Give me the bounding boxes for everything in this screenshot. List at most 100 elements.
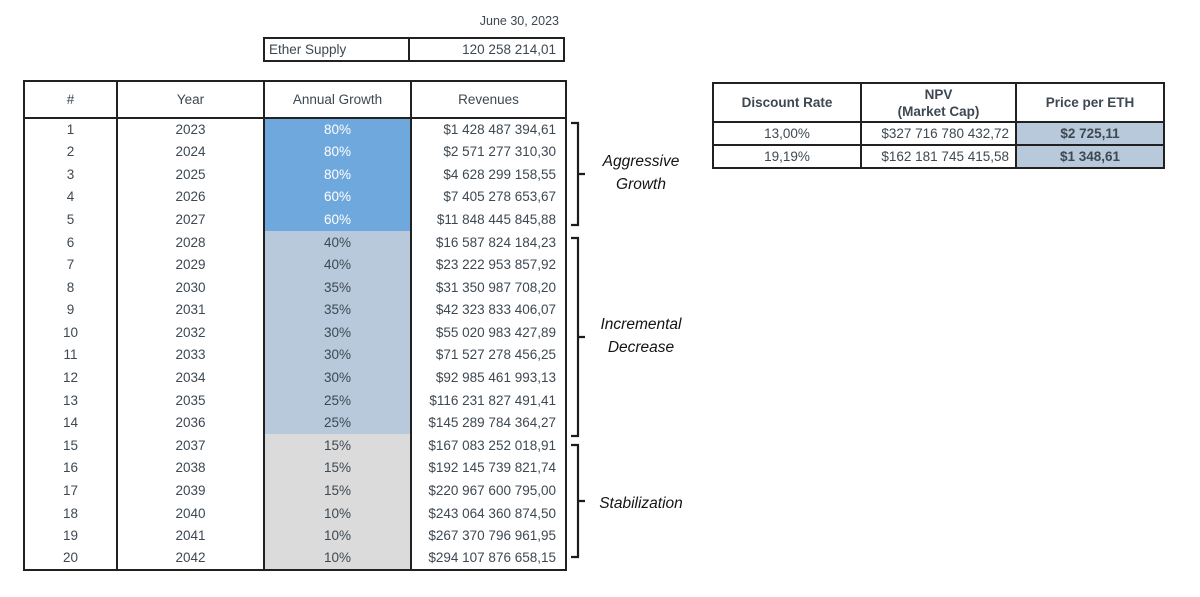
year-cell[interactable]: 2025 <box>116 163 264 186</box>
npv-table-body: 13,00% $327 716 780 432,72 $2 725,11 19,19%… <box>712 121 1165 169</box>
discount-rate-cell[interactable]: 19,19% <box>712 144 862 169</box>
year-cell[interactable]: 2033 <box>116 343 264 367</box>
npv-header-cell-0[interactable]: Discount Rate <box>712 82 862 123</box>
revenue-cell[interactable]: $1 428 487 394,61 <box>410 118 566 141</box>
npv-market-cap-cell[interactable]: $162 181 745 415,58 <box>860 144 1017 169</box>
year-cell[interactable]: 2032 <box>116 321 264 344</box>
ether-supply-label-cell[interactable]: Ether Supply <box>265 39 410 60</box>
row-number-cell[interactable]: 9 <box>66 302 75 318</box>
year-cell[interactable]: 2030 <box>116 276 264 299</box>
row-number-cell[interactable]: 17 <box>62 483 79 499</box>
annual-growth-cell[interactable]: 30% <box>263 321 411 344</box>
row-number-cell[interactable]: 20 <box>62 550 79 566</box>
revenue-cell[interactable]: $4 628 299 158,55 <box>410 163 566 186</box>
row-number-cell[interactable]: 12 <box>62 370 79 386</box>
annual-growth-cell[interactable]: 10% <box>263 524 411 548</box>
revenue-cell[interactable]: $16 587 824 184,23 <box>410 230 566 254</box>
annual-growth-cell[interactable]: 25% <box>263 411 411 435</box>
row-number-cell[interactable]: 1 <box>66 122 75 138</box>
row-number-cell[interactable]: 16 <box>62 460 79 476</box>
revenue-table-body: 1 2023 80% $1 428 487 394,61 2 2024 80% $2 571 … <box>24 118 566 570</box>
annual-growth-cell[interactable]: 40% <box>263 230 411 254</box>
row-number-cell[interactable]: 2 <box>66 144 75 160</box>
year-cell[interactable]: 2031 <box>116 298 264 322</box>
aggressive-growth-bracket <box>571 121 585 227</box>
row-number-cell[interactable]: 5 <box>66 211 75 227</box>
annual-growth-cell[interactable]: 80% <box>263 140 411 164</box>
ether-supply-value-cell[interactable]: 120 258 214,01 <box>462 42 556 57</box>
year-cell[interactable]: 2024 <box>116 140 264 164</box>
row-number-cell[interactable]: 7 <box>66 257 75 273</box>
npv-market-cap-cell[interactable]: $327 716 780 432,72 <box>860 121 1017 146</box>
revenue-cell[interactable]: $92 985 461 993,13 <box>410 366 566 390</box>
revenue-header-cell-2[interactable]: Annual Growth <box>263 81 411 119</box>
price-per-eth-cell[interactable]: $1 348,61 <box>1015 144 1165 169</box>
revenue-cell[interactable]: $7 405 278 653,67 <box>410 185 566 209</box>
annual-growth-cell[interactable]: 35% <box>263 298 411 322</box>
revenue-cell[interactable]: $243 064 360 874,50 <box>410 502 566 525</box>
revenue-header-cell-1[interactable]: Year <box>116 81 264 119</box>
revenue-cell[interactable]: $220 967 600 795,00 <box>410 479 566 503</box>
year-cell[interactable]: 2036 <box>116 411 264 435</box>
revenue-cell[interactable]: $116 231 827 491,41 <box>410 389 566 412</box>
year-cell[interactable]: 2040 <box>116 502 264 525</box>
year-cell[interactable]: 2028 <box>116 230 264 254</box>
revenue-cell[interactable]: $71 527 278 456,25 <box>410 343 566 367</box>
row-number-cell[interactable]: 3 <box>66 166 75 182</box>
annual-growth-cell[interactable]: 35% <box>263 276 411 299</box>
annual-growth-cell[interactable]: 10% <box>263 547 411 570</box>
revenue-cell[interactable]: $267 370 796 961,95 <box>410 524 566 548</box>
annual-growth-cell[interactable]: 60% <box>263 208 411 231</box>
year-cell[interactable]: 2038 <box>116 456 264 480</box>
annual-growth-cell[interactable]: 40% <box>263 253 411 277</box>
revenue-header-cell-3[interactable]: Revenues <box>410 81 566 119</box>
year-cell[interactable]: 2037 <box>116 434 264 457</box>
npv-row: 19,19% $162 181 745 415,58 $1 348,61 <box>712 144 1165 169</box>
revenue-cell[interactable]: $192 145 739 821,74 <box>410 456 566 480</box>
year-cell[interactable]: 2041 <box>116 524 264 548</box>
year-cell[interactable]: 2034 <box>116 366 264 390</box>
row-number-cell[interactable]: 14 <box>62 415 79 431</box>
year-cell[interactable]: 2023 <box>116 118 264 141</box>
revenue-cell[interactable]: $23 222 953 857,92 <box>410 253 566 277</box>
year-cell[interactable]: 2039 <box>116 479 264 503</box>
row-number-cell[interactable]: 8 <box>66 279 75 295</box>
row-number-cell[interactable]: 19 <box>62 528 79 544</box>
annual-growth-cell[interactable]: 10% <box>263 502 411 525</box>
row-number-cell[interactable]: 15 <box>62 437 79 453</box>
row-number-cell[interactable]: 13 <box>62 392 79 408</box>
valuation-date-cell[interactable]: June 30, 2023 <box>479 14 559 28</box>
year-cell[interactable]: 2026 <box>116 185 264 209</box>
annual-growth-cell[interactable]: 15% <box>263 479 411 503</box>
npv-header-cell-1[interactable]: NPV (Market Cap) <box>860 82 1017 123</box>
revenue-cell[interactable]: $11 848 445 845,88 <box>410 208 566 231</box>
price-per-eth-cell[interactable]: $2 725,11 <box>1015 121 1165 146</box>
annual-growth-cell[interactable]: 80% <box>263 118 411 141</box>
row-number-cell[interactable]: 11 <box>63 347 78 363</box>
revenue-cell[interactable]: $55 020 983 427,89 <box>410 321 566 344</box>
revenue-cell[interactable]: $145 289 784 364,27 <box>410 411 566 435</box>
revenue-cell[interactable]: $42 323 833 406,07 <box>410 298 566 322</box>
row-number-cell[interactable]: 6 <box>66 234 75 250</box>
annual-growth-cell[interactable]: 60% <box>263 185 411 209</box>
year-cell[interactable]: 2027 <box>116 208 264 231</box>
npv-header-cell-2[interactable]: Price per ETH <box>1015 82 1165 123</box>
year-cell[interactable]: 2042 <box>116 547 264 570</box>
revenue-cell[interactable]: $31 350 987 708,20 <box>410 276 566 299</box>
annual-growth-cell[interactable]: 30% <box>263 366 411 390</box>
revenue-cell[interactable]: $294 107 876 658,15 <box>410 547 566 570</box>
revenue-cell[interactable]: $167 083 252 018,91 <box>410 434 566 457</box>
year-cell[interactable]: 2029 <box>116 253 264 277</box>
annual-growth-cell[interactable]: 25% <box>263 389 411 412</box>
row-number-cell[interactable]: 10 <box>62 324 79 340</box>
annual-growth-cell[interactable]: 15% <box>263 456 411 480</box>
year-cell[interactable]: 2035 <box>116 389 264 412</box>
revenue-cell[interactable]: $2 571 277 310,30 <box>410 140 566 164</box>
revenue-header-cell-0[interactable]: # <box>24 81 117 119</box>
annual-growth-cell[interactable]: 15% <box>263 434 411 457</box>
row-number-cell[interactable]: 18 <box>62 505 79 521</box>
row-number-cell[interactable]: 4 <box>66 189 75 205</box>
annual-growth-cell[interactable]: 30% <box>263 343 411 367</box>
annual-growth-cell[interactable]: 80% <box>263 163 411 186</box>
discount-rate-cell[interactable]: 13,00% <box>712 121 862 146</box>
